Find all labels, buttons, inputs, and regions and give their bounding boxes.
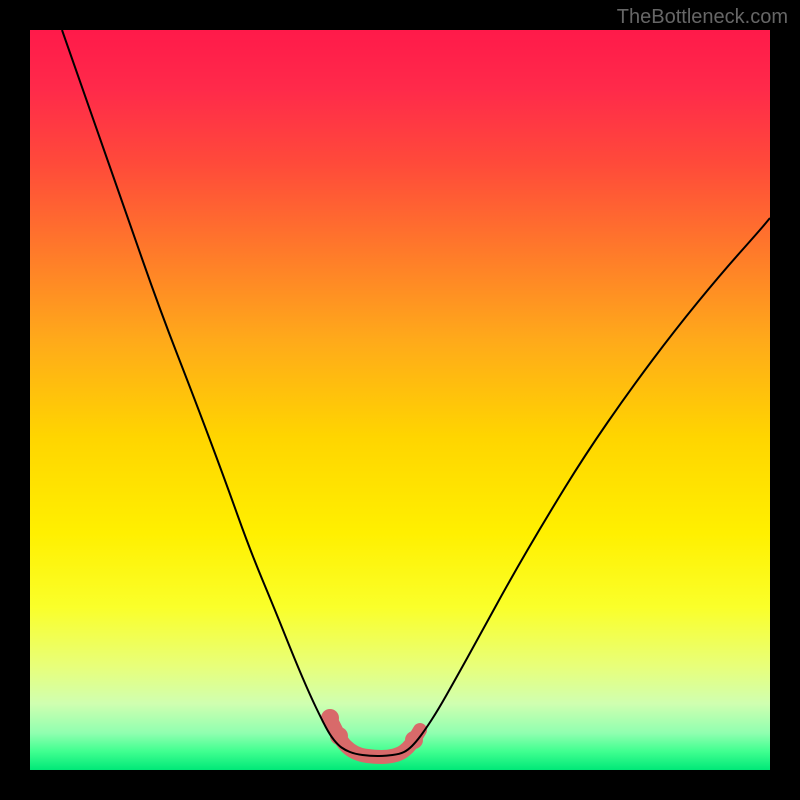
- watermark-text: TheBottleneck.com: [617, 6, 788, 29]
- chart-background: [30, 30, 770, 770]
- bulge-dot: [330, 727, 348, 745]
- bulge-dot: [405, 731, 423, 749]
- chart-svg: [30, 30, 770, 770]
- chart-container: [30, 30, 770, 770]
